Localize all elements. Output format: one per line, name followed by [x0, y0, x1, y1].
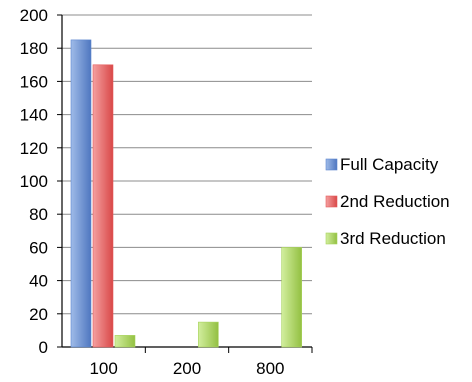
y-tick-label: 160 [20, 72, 48, 91]
legend-swatch-3rd-reduction [325, 232, 338, 245]
legend-swatch-2nd-reduction [325, 195, 338, 208]
y-tick-label: 200 [20, 6, 48, 25]
y-tick-label: 60 [29, 238, 48, 257]
legend-label: 2nd Reduction [340, 192, 450, 211]
tick-labels: 0 20 40 60 80 100 120 140 160 180 200 100 200 800 [20, 6, 285, 378]
x-tick-label: 100 [89, 359, 117, 378]
y-tick-label: 20 [29, 305, 48, 324]
y-tick-label: 120 [20, 139, 48, 158]
bar-3rd-reduction-100 [114, 335, 136, 348]
x-tick-label: 800 [256, 359, 284, 378]
x-tick-label: 200 [173, 359, 201, 378]
y-tick-label: 140 [20, 106, 48, 125]
y-tick-label: 100 [20, 172, 48, 191]
y-tick-label: 180 [20, 39, 48, 58]
y-tick-label: 80 [29, 205, 48, 224]
legend: Full Capacity 2nd Reduction 3rd Reduction [325, 155, 450, 248]
legend-label: Full Capacity [340, 155, 439, 174]
y-tick-label: 40 [29, 272, 48, 291]
y-tick-label: 0 [39, 338, 48, 357]
bar-2nd-reduction-100 [92, 64, 114, 348]
bars [70, 39, 302, 348]
legend-swatch-full-capacity [325, 158, 338, 171]
axes [57, 14, 313, 353]
bar-3rd-reduction-800 [281, 247, 302, 348]
bar-3rd-reduction-200 [198, 321, 219, 348]
bar-full-capacity-100 [70, 39, 92, 348]
legend-label: 3rd Reduction [340, 229, 446, 248]
